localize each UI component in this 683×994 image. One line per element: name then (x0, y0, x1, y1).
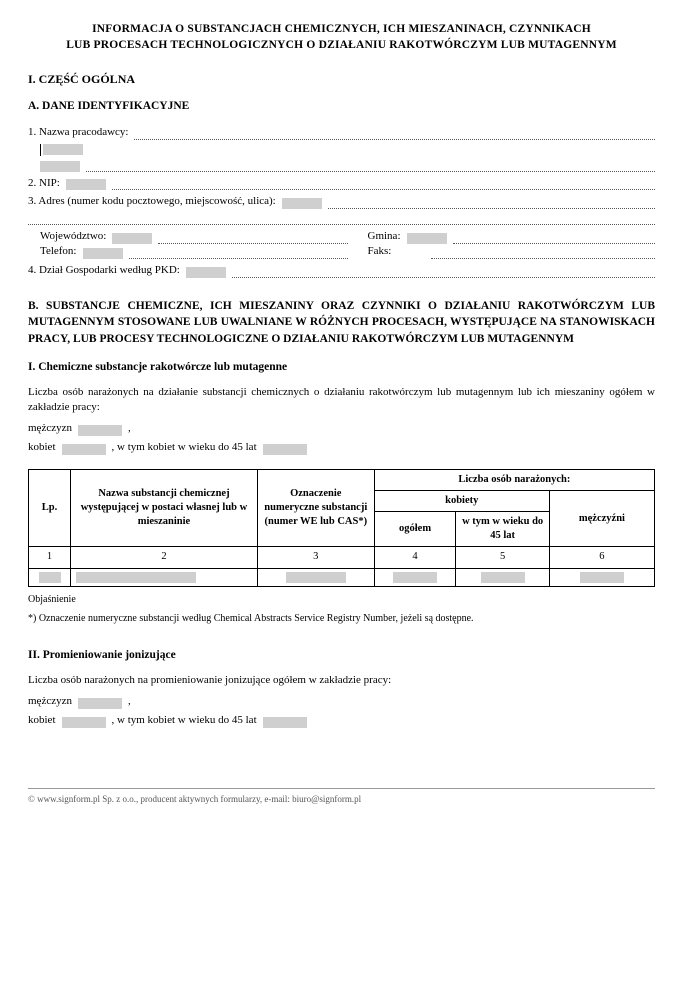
employer-label: 1. Nazwa pracodawcy: (28, 125, 128, 140)
nip-label: 2. NIP: (28, 176, 60, 191)
women-age-label-1: , w tym kobiet w wieku do 45 lat (112, 440, 257, 455)
nip-dotline (112, 178, 655, 190)
men-label-1: mężczyzn (28, 421, 72, 436)
section-a-heading: A. DANE IDENTYFIKACYJNE (28, 99, 655, 115)
address-dotline (328, 197, 655, 209)
colnum-4: 4 (374, 547, 456, 568)
women-label-1: kobiet (28, 440, 56, 455)
employer-dotline-2 (86, 160, 655, 172)
part-general-heading: I. CZĘŚĆ OGÓLNA (28, 71, 655, 87)
comma-1: , (128, 421, 131, 436)
address-blank[interactable] (282, 198, 322, 209)
field-address: 3. Adres (numer kodu pocztowego, miejsco… (28, 194, 655, 209)
pkd-label: 4. Dział Gospodarki według PKD: (28, 263, 180, 278)
voivodeship-label: Województwo: (40, 229, 106, 244)
colnum-6: 6 (549, 547, 654, 568)
title-line2: LUB PROCESACH TECHNOLOGICZNYCH O DZIAŁAN… (28, 38, 655, 54)
cell-blank-1[interactable] (39, 572, 61, 583)
women-label-2: kobiet (28, 713, 56, 728)
employer-blank-2[interactable] (40, 161, 80, 172)
address-dotline-2 (28, 213, 655, 225)
substances-table: Lp. Nazwa substancji chemicznej występuj… (28, 469, 655, 587)
section-b-heading: B. SUBSTANCJE CHEMICZNE, ICH MIESZANINY … (28, 298, 655, 348)
nip-blank[interactable] (66, 179, 106, 190)
fax-dotline (431, 247, 655, 259)
gmina-dotline (453, 232, 656, 244)
th-lp: Lp. (29, 469, 71, 547)
fax-label: Faks: (368, 244, 392, 259)
gmina-label: Gmina: (368, 229, 401, 244)
men-row-1: mężczyzn , (28, 421, 655, 436)
th-men: mężczyźni (549, 490, 654, 547)
cell-blank-2[interactable] (76, 572, 196, 583)
women-age-blank-2[interactable] (263, 717, 307, 728)
voiv-gmina-row: Województwo: Gmina: (40, 229, 655, 244)
th-exposed: Liczba osób narażonych: (374, 469, 654, 490)
footer-text: © www.signform.pl Sp. z o.o., producent … (28, 788, 655, 815)
th-total: ogółem (374, 512, 456, 547)
para-ii: Liczba osób narażonych na promieniowanie… (28, 673, 655, 688)
cell-blank-5[interactable] (481, 572, 525, 583)
note-text: *) Oznaczenie numeryczne substancji wedł… (28, 612, 655, 626)
phone-label: Telefon: (40, 244, 77, 259)
women-blank-1[interactable] (62, 444, 106, 455)
men-blank-1[interactable] (78, 425, 122, 436)
field-employer: 1. Nazwa pracodawcy: (28, 125, 655, 140)
phone-dotline (129, 247, 348, 259)
gmina-blank[interactable] (407, 233, 447, 244)
women-row-1: kobiet , w tym kobiet w wieku do 45 lat (28, 440, 655, 455)
men-row-2: mężczyzn , (28, 694, 655, 709)
sub-ii-heading: II. Promieniowanie jonizujące (28, 648, 655, 664)
women-age-label-2: , w tym kobiet w wieku do 45 lat (112, 713, 257, 728)
title-line1: INFORMACJA O SUBSTANCJACH CHEMICZNYCH, I… (28, 22, 655, 38)
colnum-2: 2 (71, 547, 258, 568)
cell-blank-4[interactable] (393, 572, 437, 583)
th-age: w tym w wieku do 45 lat (456, 512, 549, 547)
colnum-1: 1 (29, 547, 71, 568)
voivodeship-dotline (158, 232, 347, 244)
colnum-5: 5 (456, 547, 549, 568)
field-nip: 2. NIP: (28, 176, 655, 191)
comma-2: , (128, 694, 131, 709)
table-input-row (29, 568, 655, 586)
men-blank-2[interactable] (78, 698, 122, 709)
women-age-blank-1[interactable] (263, 444, 307, 455)
note-title: Objaśnienie (28, 593, 655, 607)
doc-title: INFORMACJA O SUBSTANCJACH CHEMICZNYCH, I… (28, 22, 655, 53)
table-numrow: 1 2 3 4 5 6 (29, 547, 655, 568)
th-code: Oznaczenie numeryczne substancji (numer … (257, 469, 374, 547)
men-label-2: mężczyzn (28, 694, 72, 709)
th-name: Nazwa substancji chemicznej występującej… (71, 469, 258, 547)
women-blank-2[interactable] (62, 717, 106, 728)
voivodeship-blank[interactable] (112, 233, 152, 244)
field-pkd: 4. Dział Gospodarki według PKD: (28, 263, 655, 278)
cell-blank-6[interactable] (580, 572, 624, 583)
th-women: kobiety (374, 490, 549, 511)
phone-fax-row: Telefon: Faks: (40, 244, 655, 259)
employer-blank-1[interactable] (43, 144, 83, 155)
address-label: 3. Adres (numer kodu pocztowego, miejsco… (28, 194, 276, 209)
employer-dotline (134, 128, 655, 140)
pkd-dotline (232, 266, 655, 278)
phone-blank[interactable] (83, 248, 123, 259)
pkd-blank[interactable] (186, 267, 226, 278)
cell-blank-3[interactable] (286, 572, 346, 583)
colnum-3: 3 (257, 547, 374, 568)
cursor-mark (40, 144, 41, 156)
sub-i-heading: I. Chemiczne substancje rakotwórcze lub … (28, 360, 655, 376)
employer-input-block (40, 144, 655, 172)
para-i: Liczba osób narażonych na działanie subs… (28, 385, 655, 415)
women-row-2: kobiet , w tym kobiet w wieku do 45 lat (28, 713, 655, 728)
